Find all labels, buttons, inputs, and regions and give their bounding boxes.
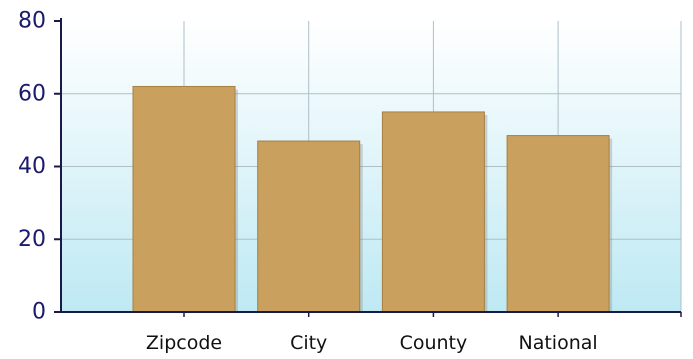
y-tick-label: 20: [18, 227, 46, 252]
bars: [132, 85, 613, 313]
x-tick-label: County: [400, 332, 468, 354]
bar-city: [257, 140, 363, 313]
y-tick-label: 60: [18, 81, 46, 106]
bar-zipcode: [132, 85, 238, 313]
y-tick-label: 0: [32, 300, 46, 325]
y-tick-labels: 0 20 40 60 80: [18, 9, 46, 325]
bar: [257, 140, 361, 313]
bar: [506, 135, 610, 313]
x-tick-label: National: [519, 332, 598, 354]
bar-county: [381, 111, 488, 313]
y-tick-label: 80: [18, 9, 46, 34]
y-tick-label: 40: [18, 154, 46, 179]
x-tick-label: City: [290, 332, 327, 354]
x-tick-labels: Zipcode City County National: [146, 332, 598, 354]
x-tick-label: Zipcode: [146, 332, 222, 354]
bar: [132, 85, 236, 313]
bar-national: [506, 135, 613, 313]
bar: [381, 111, 485, 313]
axes: [54, 18, 682, 317]
